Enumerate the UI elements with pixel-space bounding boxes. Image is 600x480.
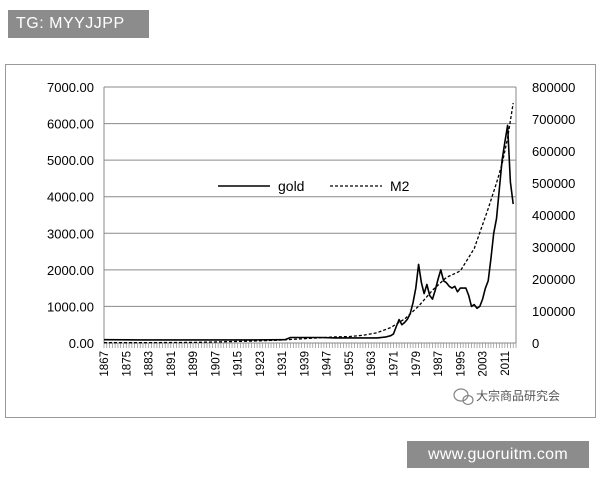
x-tick-label: 1875 [121,351,133,377]
x-tick-label: 1899 [188,351,200,377]
y-right-tick-label: 800000 [532,80,575,95]
y-right-tick-label: 100000 [532,304,575,319]
series-lines [103,102,514,344]
legend-label-gold: gold [278,178,304,194]
y-left-tick-label: 1000.00 [47,299,94,314]
y-left-tick-label: 6000.00 [47,117,94,132]
x-tick-label: 2011 [500,351,512,376]
legend-label-m2: M2 [390,178,410,194]
wechat-logo-icon [453,388,474,406]
y-left-tick-label: 4000.00 [47,190,94,205]
grid-lines [104,86,516,344]
y-right-tick-label: 0 [532,336,539,351]
tg-channel-badge: TG: MYYJJPP [8,10,149,38]
legend: gold M2 [218,178,410,194]
x-tick-label: 1891 [166,351,178,377]
wechat-bubble-large [453,388,469,402]
x-tick-label: 1995 [455,351,467,377]
x-tick-label: 1867 [99,351,111,377]
x-tick-label: 2003 [478,351,490,377]
x-tick-label: 1947 [322,351,334,377]
series-line-m2 [104,102,514,344]
axes: 0.00 1000.00 2000.00 3000.00 4000.00 5000.00 6… [47,80,575,377]
website-url-badge: www.guoruitm.com [407,441,589,468]
x-tick-label: 1915 [233,351,245,377]
y-left-tick-label: 3000.00 [47,226,94,241]
wechat-bubble-small [462,394,474,406]
y-left-tick-label: 7000.00 [47,80,94,95]
x-tick-label: 1979 [411,351,423,377]
watermark: 大宗商品研究会 [453,388,560,406]
x-tick-label: 1971 [389,351,401,377]
y-right-tick-label: 600000 [532,144,575,159]
x-tick-label: 1931 [277,351,289,377]
x-tick-label: 1987 [433,351,445,377]
y-left-tick-label: 2000.00 [47,263,94,278]
watermark-text: 大宗商品研究会 [476,388,560,403]
x-tick-label: 1883 [144,351,156,377]
x-tick-label: 1923 [255,351,267,377]
y-right-tick-label: 200000 [532,272,575,287]
x-tick-label: 1907 [210,351,222,377]
y-left-tick-label: 5000.00 [47,153,94,168]
x-tick-label: 1939 [299,351,311,377]
x-tick-label: 1963 [366,351,378,377]
y-right-tick-label: 500000 [532,176,575,191]
series-line-gold [103,124,514,341]
y-right-tick-label: 300000 [532,240,575,255]
x-tick-label: 1955 [344,351,356,377]
y-right-tick-label: 400000 [532,208,575,223]
y-right-tick-label: 700000 [532,112,575,127]
y-left-tick-label: 0.00 [69,336,94,351]
